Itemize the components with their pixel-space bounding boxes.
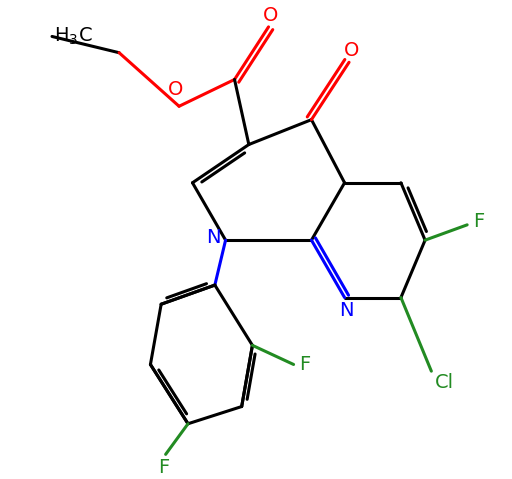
Text: O: O	[263, 6, 279, 24]
Text: N: N	[339, 301, 354, 320]
Text: H$_3$C: H$_3$C	[54, 26, 93, 47]
Text: N: N	[206, 228, 221, 247]
Text: F: F	[473, 212, 484, 231]
Text: O: O	[168, 80, 183, 99]
Text: Cl: Cl	[435, 374, 454, 392]
Text: O: O	[344, 41, 359, 60]
Text: F: F	[299, 355, 310, 374]
Text: F: F	[158, 458, 169, 477]
